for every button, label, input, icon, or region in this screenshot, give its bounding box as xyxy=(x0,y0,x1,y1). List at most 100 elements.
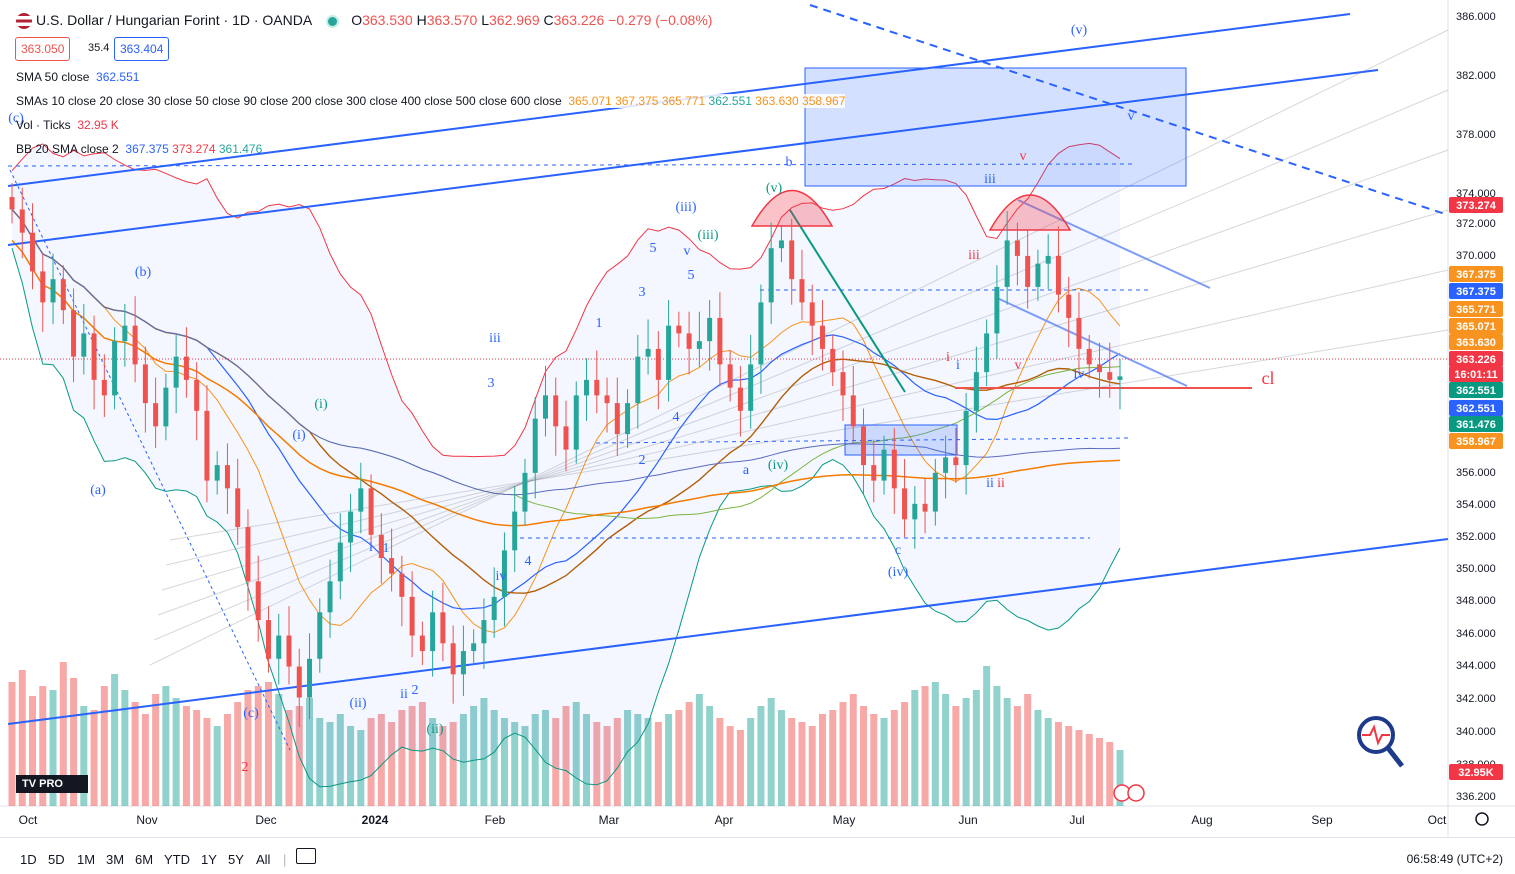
trend-line-b xyxy=(1017,199,1211,289)
candle-body xyxy=(645,348,651,357)
chart-tools[interactable] xyxy=(1113,716,1489,826)
volume-bar xyxy=(1054,722,1062,806)
volume-bar xyxy=(429,718,437,806)
candle-body xyxy=(132,325,138,365)
trend-line-green xyxy=(789,209,906,393)
legend-sma50[interactable]: SMA 50 close 362.551 xyxy=(16,70,140,84)
range-1y[interactable]: 1Y xyxy=(201,852,217,867)
tradingview-logo: TV PRO xyxy=(16,775,88,793)
price-badge-bg xyxy=(1449,283,1503,299)
volume-bar xyxy=(490,710,498,806)
candle-body xyxy=(378,534,384,559)
legend-volume[interactable]: Vol · Ticks 32.95 K xyxy=(16,118,119,132)
wave-label: i xyxy=(369,540,373,555)
volume-bar xyxy=(1034,710,1042,806)
dashed-diagonal-left xyxy=(9,169,291,751)
volume-bar xyxy=(141,714,149,806)
price-badge: 363.226 xyxy=(1456,354,1496,366)
price-tick-label: 386.000 xyxy=(1456,11,1496,23)
volume-bar xyxy=(747,718,755,806)
time-axis[interactable]: Oct Nov Dec 2024 Feb Mar Apr May Jun Jul Aug Sep Oct xyxy=(19,813,1447,827)
candle-body xyxy=(183,356,189,380)
candle-body xyxy=(676,325,682,334)
candle-body xyxy=(71,310,77,357)
bollinger-upper xyxy=(11,142,1121,458)
date-range-icon[interactable] xyxy=(296,848,316,864)
volume-bar xyxy=(480,698,488,806)
candle-body xyxy=(840,372,846,396)
wave-label: iv xyxy=(1074,367,1085,382)
candle-body xyxy=(994,286,1000,334)
candle-body xyxy=(327,581,333,613)
volume-bar xyxy=(408,706,416,806)
candle-body xyxy=(614,403,620,435)
wave-label: cl xyxy=(1262,368,1275,388)
candle-body xyxy=(953,457,959,466)
candle-body xyxy=(512,511,518,551)
range-1m[interactable]: 1M xyxy=(77,852,96,867)
wave-label: iii xyxy=(489,331,501,346)
clock-timezone[interactable]: 06:58:49 (UTC+2) xyxy=(1406,852,1503,866)
price-badge: 365.771 xyxy=(1456,304,1496,316)
candle-body xyxy=(1066,294,1072,318)
price-badge-bg xyxy=(1449,433,1503,449)
range-5y[interactable]: 5Y xyxy=(228,852,244,867)
time-tick-label: Oct xyxy=(19,813,38,827)
volume-bar xyxy=(367,718,375,806)
volume-bar xyxy=(1095,738,1103,806)
candle-body xyxy=(655,348,661,380)
volume-bar xyxy=(1044,718,1052,806)
price-tick-label: 340.000 xyxy=(1456,726,1496,738)
candle-body xyxy=(809,302,815,326)
range-5d[interactable]: 5D xyxy=(48,852,65,867)
candle-body xyxy=(101,379,107,396)
volume-bar xyxy=(49,690,57,806)
wave-label: (c) xyxy=(243,706,259,721)
wave-label: 5 xyxy=(650,241,657,256)
volume-bar xyxy=(234,702,242,806)
range-6m[interactable]: 6M xyxy=(135,852,154,867)
volume-bar xyxy=(829,710,837,806)
volume-bar xyxy=(541,710,549,806)
candle-body xyxy=(163,387,169,427)
candle-body xyxy=(881,449,887,481)
legend-bollinger[interactable]: BB 20 SMA close 2 367.375 373.274 361.47… xyxy=(16,142,263,156)
magnifier-handle-icon xyxy=(1386,746,1404,768)
candle-body xyxy=(30,232,36,272)
volume-bar xyxy=(624,710,632,806)
wave-label: v xyxy=(1020,149,1027,164)
range-all[interactable]: All xyxy=(256,852,271,867)
pulse-icon xyxy=(1362,724,1390,746)
legend-smas[interactable]: SMAs 10 close 20 close 30 close 50 close… xyxy=(16,94,846,108)
candle-body xyxy=(666,325,672,380)
symbol-title[interactable]: U.S. Dollar / Hungarian Forint · 1D · OA… xyxy=(16,12,712,30)
candle-body xyxy=(635,356,641,404)
candle-body xyxy=(255,581,261,621)
price-badge-bg xyxy=(1449,197,1503,213)
range-1d[interactable]: 1D xyxy=(20,852,37,867)
candle-body xyxy=(460,651,466,675)
candle-body xyxy=(696,341,702,349)
price-badge: 373.274 xyxy=(1456,200,1497,212)
candle-body xyxy=(1045,255,1051,264)
candle-body xyxy=(943,457,949,473)
volume-bar xyxy=(675,710,683,806)
volume-bar xyxy=(798,722,806,806)
range-ytd[interactable]: YTD xyxy=(164,852,190,867)
range-3m[interactable]: 3M xyxy=(106,852,125,867)
price-badge: 365.071 xyxy=(1456,321,1496,333)
candle-body xyxy=(204,410,210,481)
volume-bars xyxy=(8,662,1124,806)
candle-body xyxy=(799,279,805,303)
channel-lower-line xyxy=(7,538,1449,725)
volume-bar xyxy=(1024,694,1032,806)
volume-bar xyxy=(357,730,365,806)
fork-ray xyxy=(161,209,1449,591)
time-tick-label: Sep xyxy=(1311,813,1333,827)
wave-label: 4 xyxy=(525,554,532,569)
volume-bar xyxy=(306,698,314,806)
price-badges: 373.274 367.375 367.375 365.771 365.071 363.6… xyxy=(1449,197,1503,780)
candle-body xyxy=(819,325,825,349)
price-tick-label: 372.000 xyxy=(1456,218,1496,230)
